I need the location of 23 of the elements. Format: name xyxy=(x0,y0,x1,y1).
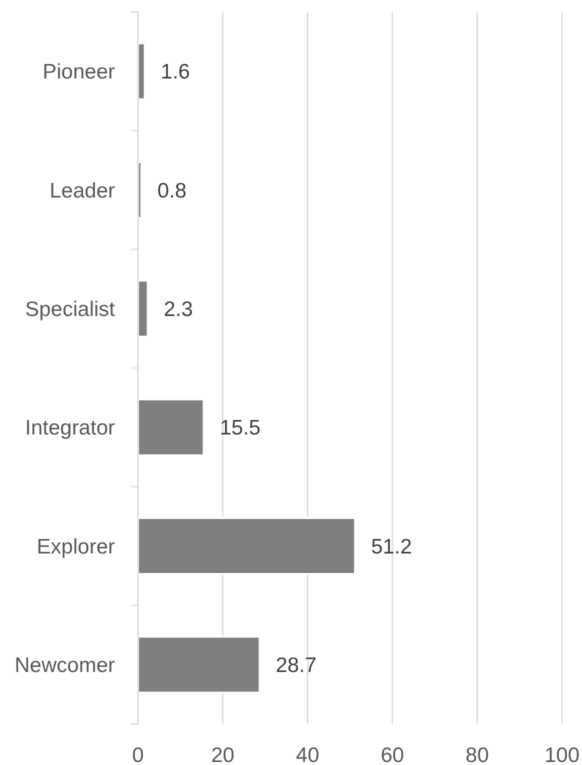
data-label: 51.2 xyxy=(371,535,412,558)
data-label: 15.5 xyxy=(220,416,261,440)
x-tick-label: 100 xyxy=(544,744,580,765)
data-label: 0.8 xyxy=(157,179,187,202)
x-tick-label: 40 xyxy=(296,744,320,765)
y-tick-label: Specialist xyxy=(25,298,116,322)
data-label: 1.6 xyxy=(160,60,190,84)
bar xyxy=(137,516,356,576)
x-tick-label: 0 xyxy=(132,744,144,765)
bar xyxy=(137,636,261,694)
y-tick-label: Explorer xyxy=(36,535,115,558)
data-label: 28.7 xyxy=(276,654,317,678)
y-tick-label: Pioneer xyxy=(42,60,115,84)
y-tick-label: Leader xyxy=(50,179,116,202)
data-label: 2.3 xyxy=(164,298,193,322)
y-tick-label: Newcomer xyxy=(14,654,115,678)
bar xyxy=(137,42,146,100)
y-tick-label: Integrator xyxy=(25,416,115,440)
x-tick-label: 80 xyxy=(466,744,489,765)
x-tick-label: 20 xyxy=(211,744,234,765)
x-tick-label: 60 xyxy=(380,744,404,765)
bar xyxy=(137,398,205,456)
bar xyxy=(137,280,149,338)
